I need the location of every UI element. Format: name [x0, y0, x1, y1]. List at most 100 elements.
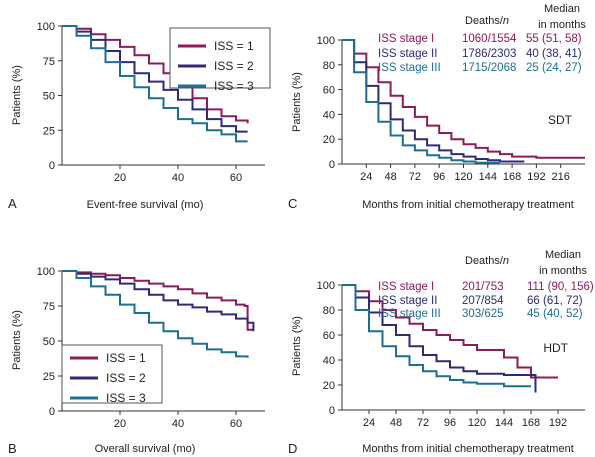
- y-tick-label: 25: [43, 371, 55, 383]
- legend-label: ISS = 1: [214, 39, 254, 53]
- y-tick-label: 0: [329, 405, 335, 417]
- legend-median: 40 (38, 41): [526, 48, 582, 60]
- median-header-line1: Median: [544, 3, 580, 15]
- y-tick-label: 40: [323, 109, 335, 121]
- deaths-header-n: n: [503, 255, 509, 267]
- y-tick-label: 60: [323, 330, 335, 342]
- x-tick-label: 72: [417, 417, 429, 429]
- deaths-header-text: Deaths/: [465, 255, 504, 267]
- x-tick-label: 40: [172, 172, 184, 184]
- x-tick-label: 72: [409, 171, 421, 183]
- deaths-header: Deaths/n: [465, 255, 509, 267]
- legend-deaths: 1786/2303: [462, 48, 516, 60]
- x-tick-label: 60: [230, 418, 242, 430]
- median-header-line2: in months: [538, 19, 586, 31]
- legend-stage: ISS stage II: [378, 295, 437, 307]
- legend-label: ISS = 2: [214, 59, 254, 73]
- y-tick-label: 80: [323, 60, 335, 72]
- y-tick-label: 0: [49, 160, 55, 172]
- y-tick-label: 100: [317, 280, 335, 292]
- x-axis-label: Event-free survival (mo): [87, 199, 204, 211]
- panel-c: 0 20 40 60 80 100 24 48 72 96 120 144 168 192 216 Patie…: [288, 3, 586, 211]
- x-tick-label: 120: [454, 171, 472, 183]
- median-header-line2: in months: [539, 265, 587, 277]
- x-tick-label: 24: [360, 171, 372, 183]
- x-tick-label: 96: [444, 417, 456, 429]
- x-tick-label: 216: [552, 171, 570, 183]
- x-tick-label: 192: [549, 417, 567, 429]
- legend-box: [169, 27, 271, 89]
- y-tick-label: 0: [329, 159, 335, 171]
- y-tick-label: 75: [43, 301, 55, 313]
- legend-median: 66 (61, 72): [527, 295, 583, 307]
- y-tick-label: 100: [37, 266, 55, 278]
- panel-a: 0 25 50 75 100 20 40 60 Patients (%) Event-free s…: [8, 21, 271, 211]
- y-tick-label: 50: [43, 336, 55, 348]
- legend-median: 45 (40, 52): [527, 308, 583, 320]
- x-tick-label: 144: [495, 417, 513, 429]
- y-tick-label: 40: [323, 355, 335, 367]
- deaths-header: Deaths/n: [465, 15, 509, 27]
- legend-label: ISS = 3: [214, 79, 254, 93]
- y-tick-label: 100: [37, 21, 55, 33]
- x-tick-label: 144: [479, 171, 497, 183]
- x-tick-label: 48: [384, 171, 396, 183]
- panel-letter: D: [288, 441, 297, 456]
- legend-deaths: 1060/1554: [462, 33, 517, 45]
- panel-d: 0 20 40 60 80 100 24 48 72 96 120 144 168 192 Patients…: [288, 249, 594, 456]
- x-tick-label: 20: [114, 172, 126, 184]
- y-tick-label: 60: [323, 85, 335, 97]
- panel-b: 0 25 50 75 100 20 40 60 Patients (%) Overall surv…: [8, 266, 265, 456]
- median-header-line1: Median: [545, 249, 581, 261]
- y-tick-label: 80: [323, 305, 335, 317]
- series-line-3: [62, 25, 248, 143]
- legend-median: 111 (90, 156): [527, 281, 594, 293]
- y-axis-label: Patients (%): [11, 65, 23, 125]
- x-tick-label: 24: [363, 417, 375, 429]
- legend-median: 25 (24, 27): [526, 62, 582, 74]
- legend-stage: ISS stage II: [378, 48, 437, 60]
- x-tick-label: 40: [172, 418, 184, 430]
- legend-deaths: 303/625: [462, 308, 504, 320]
- series-line-3: [342, 39, 500, 164]
- y-axis-label: Patients (%): [11, 310, 23, 370]
- x-tick-label: 96: [433, 171, 445, 183]
- y-tick-label: 0: [49, 406, 55, 418]
- legend-label: ISS = 2: [106, 371, 146, 385]
- panel-letter: A: [8, 196, 17, 211]
- legend-label: ISS = 1: [106, 351, 146, 365]
- panel-letter: B: [8, 441, 17, 456]
- x-tick-label: 20: [114, 418, 126, 430]
- x-tick-label: 192: [527, 171, 545, 183]
- series-line-1: [342, 39, 585, 159]
- legend-stage: ISS stage I: [378, 33, 434, 45]
- y-tick-label: 25: [43, 125, 55, 137]
- legend-stage: ISS stage III: [378, 308, 441, 320]
- series-line-3: [342, 284, 531, 388]
- series-line-2: [62, 270, 255, 332]
- y-tick-label: 50: [43, 91, 55, 103]
- legend-stage: ISS stage I: [378, 281, 434, 293]
- x-axis-label: Overall survival (mo): [95, 443, 196, 455]
- series-line-2: [342, 39, 525, 163]
- legend-deaths: 201/753: [462, 281, 504, 293]
- legend-deaths: 207/854: [462, 295, 504, 307]
- x-tick-label: 168: [503, 171, 521, 183]
- series-line-1: [342, 284, 558, 379]
- y-tick-label: 75: [43, 56, 55, 68]
- deaths-header-n: n: [503, 15, 509, 27]
- deaths-header-text: Deaths/: [465, 15, 504, 27]
- legend-median: 55 (51, 58): [526, 33, 582, 45]
- y-tick-label: 100: [317, 35, 335, 47]
- treatment-annotation: SDT: [548, 113, 573, 127]
- series-line-3: [62, 270, 249, 358]
- y-axis-label: Patients (%): [291, 316, 303, 376]
- x-axis-label: Months from initial chemotherapy treatme…: [362, 443, 574, 455]
- series-line-1: [62, 270, 254, 331]
- treatment-annotation: HDT: [543, 341, 568, 355]
- series-line-1: [62, 25, 249, 124]
- series-line-2: [342, 284, 537, 393]
- x-tick-label: 168: [522, 417, 540, 429]
- x-tick-label: 48: [390, 417, 402, 429]
